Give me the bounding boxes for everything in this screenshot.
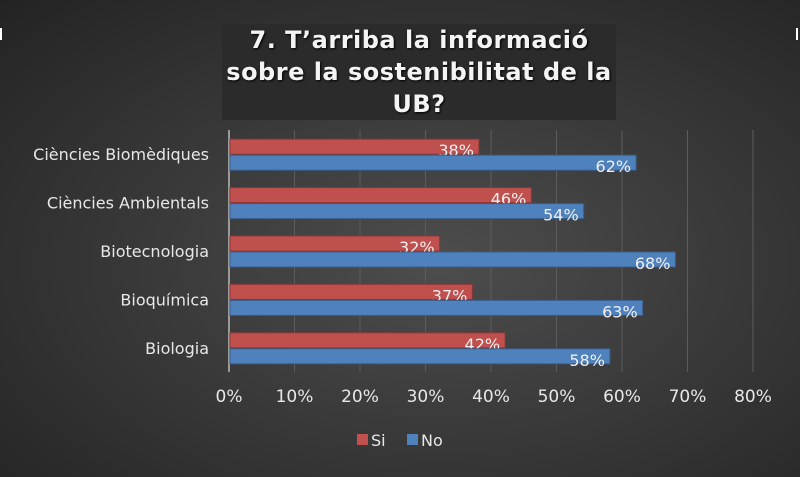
legend-swatch-si <box>357 434 368 445</box>
x-tick-label: 70% <box>669 387 707 407</box>
x-tick-label: 80% <box>734 387 772 407</box>
category-label: Bioquímica <box>120 290 209 309</box>
legend-label: Si <box>371 431 386 450</box>
x-tick-label: 10% <box>276 387 314 407</box>
x-tick-label: 60% <box>603 387 641 407</box>
category-label: Biologia <box>145 339 209 358</box>
bar-si <box>229 138 480 155</box>
edge-mark <box>796 28 798 40</box>
bar-no <box>229 299 644 316</box>
legend-label: No <box>421 431 443 450</box>
data-label: 54% <box>543 206 579 225</box>
bar-si <box>229 283 473 300</box>
legend-swatch-no <box>407 434 418 445</box>
bar-no <box>229 203 585 220</box>
x-tick-label: 20% <box>341 387 379 407</box>
bar-no <box>229 348 611 365</box>
category-label: Ciències Biomèdiques <box>33 145 209 164</box>
data-label: 63% <box>602 302 638 321</box>
category-label: Biotecnologia <box>100 242 209 261</box>
bar-si <box>229 332 506 349</box>
chart-title: 7. T’arriba la informació sobre la soste… <box>222 24 616 120</box>
bar-no <box>229 251 676 268</box>
bar-si <box>229 235 441 252</box>
bar-no <box>229 154 637 171</box>
data-label: 68% <box>635 254 671 273</box>
x-tick-label: 40% <box>472 387 510 407</box>
x-tick-label: 0% <box>216 387 243 407</box>
category-label: Ciències Ambientals <box>47 194 209 213</box>
bar-si <box>229 187 532 204</box>
x-tick-label: 50% <box>538 387 576 407</box>
edge-mark <box>0 28 2 40</box>
x-tick-label: 30% <box>407 387 445 407</box>
data-label: 58% <box>569 351 605 370</box>
data-label: 62% <box>596 157 632 176</box>
